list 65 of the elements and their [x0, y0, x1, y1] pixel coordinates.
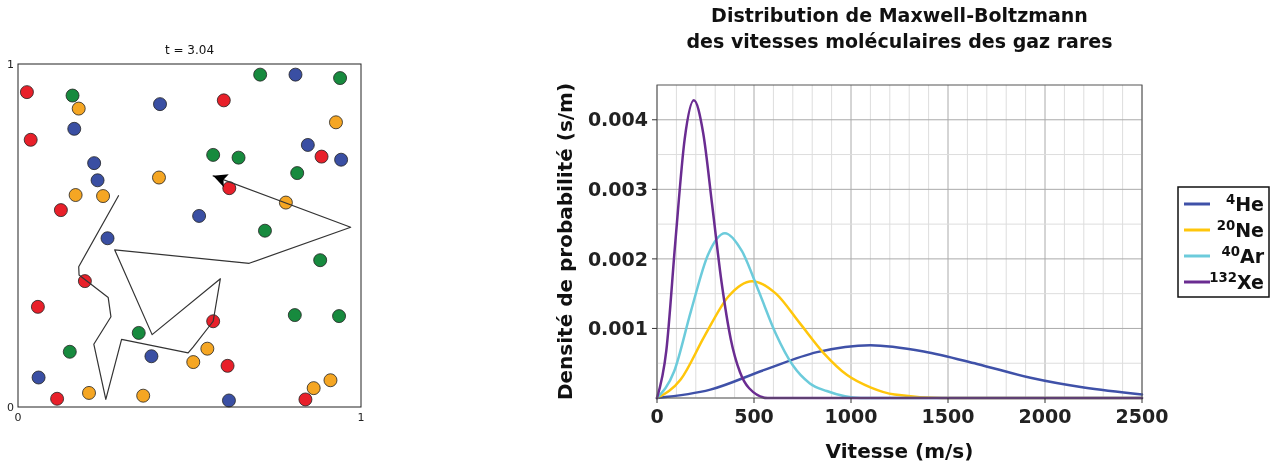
legend-label: $^{20}$Ne — [1216, 217, 1264, 241]
x-tick-label: 0 — [650, 405, 664, 427]
y-axis-title: Densité de probabilité (s/m) — [553, 82, 577, 401]
legend-label: $^{40}$Ar — [1221, 243, 1265, 267]
legend-label: $^{4}$He — [1225, 191, 1264, 215]
point — [298, 392, 313, 407]
y-tick-label: 0.002 — [587, 247, 648, 270]
point — [131, 326, 146, 340]
chart-title: Distribution de Maxwell-Boltzmann des vitesses moléculaires des gaz rares — [686, 4, 1113, 52]
point — [306, 381, 321, 396]
point — [136, 388, 151, 403]
point — [152, 170, 166, 185]
point — [329, 115, 343, 130]
y-tick-label: 0.004 — [587, 108, 648, 131]
y-tick-label: 0.003 — [587, 177, 648, 200]
point — [287, 308, 302, 322]
y-tick-label: 0.001 — [587, 317, 648, 340]
x-axis-title: Vitesse (m/s) — [825, 439, 974, 463]
x-tick-label: 1500 — [921, 405, 975, 427]
point — [20, 85, 34, 100]
point — [334, 152, 349, 167]
point — [206, 148, 221, 162]
legend-label: $^{132}$Xe — [1209, 269, 1264, 293]
point — [192, 209, 206, 223]
point — [216, 93, 231, 108]
point — [68, 188, 83, 202]
point — [62, 344, 77, 359]
x-tick-label: 2000 — [1018, 405, 1072, 427]
point — [87, 156, 102, 171]
point — [96, 189, 110, 203]
point — [288, 67, 303, 82]
x-tick-label: 1 — [357, 411, 365, 424]
point — [333, 71, 347, 85]
point — [67, 121, 82, 136]
point — [300, 138, 315, 152]
chart-title: t = 3.04 — [164, 43, 215, 57]
point — [220, 358, 235, 373]
point — [90, 173, 105, 188]
point — [332, 309, 346, 324]
point — [253, 67, 268, 82]
point — [323, 373, 338, 388]
x-tick-label: 1000 — [824, 405, 878, 427]
point — [23, 132, 38, 147]
point — [100, 231, 115, 246]
point — [71, 101, 86, 116]
point — [153, 97, 167, 112]
point — [222, 393, 236, 408]
line-series — [78, 175, 352, 401]
point — [53, 203, 68, 218]
point — [186, 355, 201, 369]
point — [50, 391, 64, 406]
point — [258, 223, 272, 238]
point — [314, 149, 329, 164]
point — [65, 88, 80, 103]
point — [30, 299, 45, 314]
point — [31, 370, 46, 385]
x-tick-label: 2500 — [1115, 405, 1169, 427]
point — [313, 253, 328, 268]
point — [82, 386, 96, 400]
point — [144, 349, 159, 364]
point — [231, 150, 246, 165]
point — [200, 341, 215, 356]
point — [290, 166, 305, 180]
point — [222, 181, 237, 196]
x-tick-label: 500 — [734, 405, 774, 427]
